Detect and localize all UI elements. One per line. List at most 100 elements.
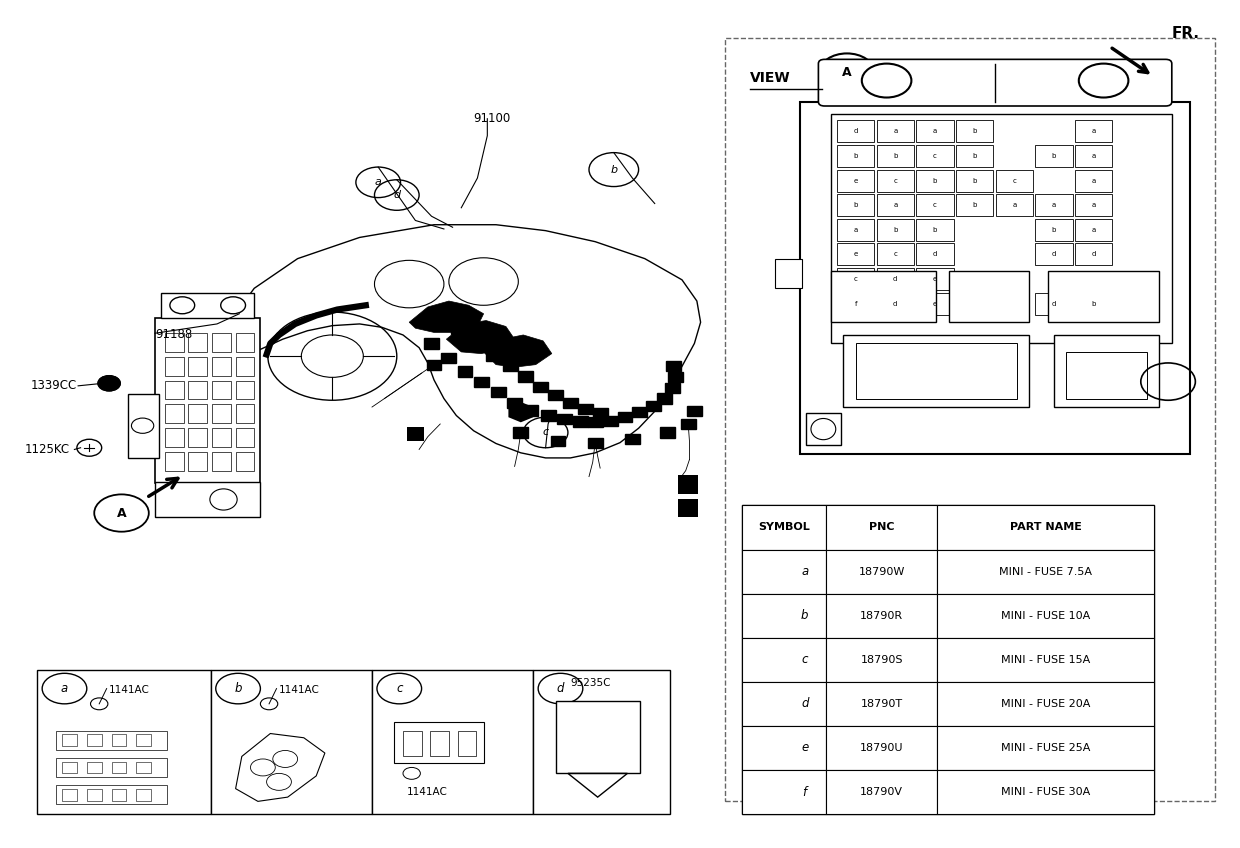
Bar bbox=[625, 434, 640, 444]
Text: a: a bbox=[801, 565, 808, 578]
Bar bbox=[660, 427, 675, 438]
Bar bbox=[1035, 293, 1073, 315]
Text: A: A bbox=[117, 506, 126, 520]
Bar bbox=[427, 360, 441, 370]
Bar bbox=[1035, 145, 1073, 167]
Text: MINI - FUSE 25A: MINI - FUSE 25A bbox=[1001, 743, 1091, 753]
Bar bbox=[877, 243, 914, 265]
Bar bbox=[236, 381, 254, 399]
Bar bbox=[588, 417, 603, 427]
Bar bbox=[212, 333, 231, 352]
Text: MINI - FUSE 7.5A: MINI - FUSE 7.5A bbox=[999, 566, 1092, 577]
Bar bbox=[687, 406, 702, 416]
Bar bbox=[563, 398, 578, 408]
Bar bbox=[916, 268, 954, 290]
Text: VIEW: VIEW bbox=[750, 70, 791, 85]
Bar bbox=[856, 343, 1017, 399]
Bar bbox=[742, 505, 826, 550]
Text: b: b bbox=[932, 226, 937, 233]
Bar bbox=[916, 219, 954, 241]
Bar bbox=[916, 243, 954, 265]
Bar bbox=[1035, 219, 1073, 241]
Bar bbox=[37, 670, 211, 814]
Bar bbox=[877, 293, 914, 315]
Bar bbox=[236, 357, 254, 376]
Bar bbox=[742, 682, 826, 726]
Bar bbox=[451, 324, 466, 334]
Text: c: c bbox=[396, 682, 403, 695]
Bar bbox=[681, 419, 696, 429]
Bar bbox=[236, 404, 254, 423]
Bar bbox=[742, 726, 826, 770]
Bar bbox=[996, 194, 1033, 216]
Bar bbox=[831, 271, 936, 322]
Text: c: c bbox=[893, 177, 898, 184]
Text: MINI - FUSE 20A: MINI - FUSE 20A bbox=[1001, 699, 1091, 709]
Text: c: c bbox=[893, 251, 898, 258]
Bar bbox=[1048, 271, 1159, 322]
Bar bbox=[806, 413, 841, 445]
Bar bbox=[877, 120, 914, 142]
Bar bbox=[646, 401, 661, 411]
Text: a: a bbox=[893, 128, 898, 135]
Bar bbox=[668, 372, 683, 382]
Bar bbox=[800, 102, 1190, 454]
Bar bbox=[742, 770, 826, 814]
Bar bbox=[188, 428, 207, 447]
Bar bbox=[491, 387, 506, 397]
Bar bbox=[165, 404, 184, 423]
Text: d: d bbox=[801, 697, 808, 711]
Text: a: a bbox=[1091, 226, 1096, 233]
Bar bbox=[161, 293, 254, 318]
Bar bbox=[136, 734, 151, 746]
Bar bbox=[937, 770, 1154, 814]
Text: MINI - FUSE 30A: MINI - FUSE 30A bbox=[1002, 787, 1090, 797]
Bar bbox=[877, 170, 914, 192]
Polygon shape bbox=[409, 301, 484, 332]
Text: a: a bbox=[1052, 202, 1056, 209]
Text: 18790S: 18790S bbox=[861, 655, 903, 665]
Bar bbox=[877, 268, 914, 290]
Bar bbox=[837, 243, 874, 265]
Text: a: a bbox=[374, 177, 382, 187]
Bar bbox=[996, 170, 1033, 192]
Text: 1141AC: 1141AC bbox=[109, 685, 150, 695]
Bar bbox=[1066, 352, 1147, 399]
Bar bbox=[937, 726, 1154, 770]
Bar bbox=[678, 475, 698, 494]
Text: f: f bbox=[854, 300, 857, 307]
Bar bbox=[837, 219, 874, 241]
Bar bbox=[956, 120, 993, 142]
Bar bbox=[551, 436, 565, 446]
Bar bbox=[877, 194, 914, 216]
Text: FR.: FR. bbox=[1172, 26, 1200, 42]
Bar bbox=[212, 357, 231, 376]
Bar bbox=[513, 427, 528, 438]
Bar bbox=[742, 594, 826, 638]
Bar bbox=[523, 405, 538, 416]
Bar bbox=[533, 382, 548, 392]
Bar bbox=[87, 762, 102, 773]
FancyBboxPatch shape bbox=[818, 59, 1172, 106]
Bar bbox=[236, 428, 254, 447]
Text: 1141AC: 1141AC bbox=[279, 685, 320, 695]
Text: b: b bbox=[932, 177, 937, 184]
Bar bbox=[632, 407, 647, 417]
Bar bbox=[165, 357, 184, 376]
Bar bbox=[956, 145, 993, 167]
Bar bbox=[470, 338, 485, 349]
Text: b: b bbox=[972, 202, 977, 209]
Bar bbox=[937, 550, 1154, 594]
Bar bbox=[837, 293, 874, 315]
Text: a: a bbox=[1091, 128, 1096, 135]
Text: b: b bbox=[893, 226, 898, 233]
Bar bbox=[56, 785, 167, 804]
Bar bbox=[1075, 170, 1112, 192]
Text: 1141AC: 1141AC bbox=[407, 787, 448, 797]
Text: b: b bbox=[1052, 226, 1056, 233]
Bar bbox=[1075, 194, 1112, 216]
Text: 91188: 91188 bbox=[155, 328, 192, 342]
Bar bbox=[112, 789, 126, 801]
Bar bbox=[165, 333, 184, 352]
Bar bbox=[56, 731, 167, 750]
